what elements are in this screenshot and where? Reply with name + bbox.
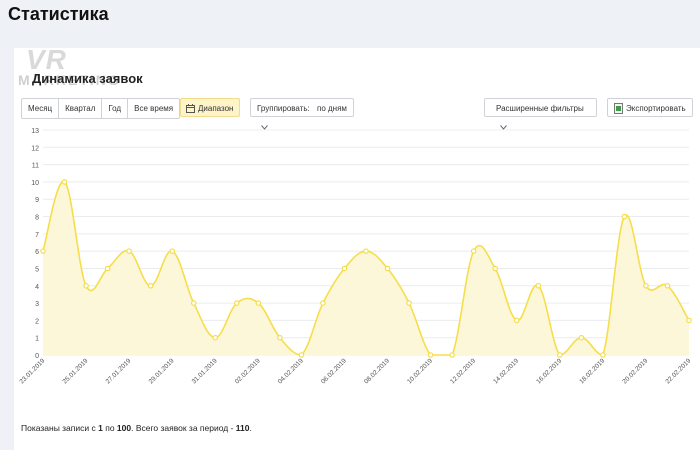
summary-suffix: . Всего заявок за период - [131,423,236,433]
summary-middle: по [102,423,117,433]
calendar-icon [186,104,195,114]
page-title: Статистика [8,4,109,24]
summary-to: 100 [116,423,132,433]
group-by-dropdown[interactable]: Группировать: по дням [250,98,354,130]
tab-month[interactable]: Месяц [22,99,60,118]
logo-marketing-text: MARKETING [18,72,121,88]
summary-end: . [249,423,252,433]
summary-prefix: Показаны записи с [21,423,99,433]
range-button[interactable]: Диапазон [180,98,240,117]
group-by-label: Группировать: [257,104,310,113]
advanced-filters-label: Расширенные фильтры [496,104,584,113]
summary-total: 110 [235,423,250,433]
records-summary: Показаны записи с 1 по 100. Всего заявок… [21,423,252,433]
range-label: Диапазон [198,104,234,113]
logo: VR MARKETING [18,44,119,96]
chevron-down-icon [261,125,268,130]
export-button[interactable]: Экспортировать [607,98,693,117]
tab-year[interactable]: Год [102,99,129,118]
tab-quarter[interactable]: Квартал [59,99,103,118]
advanced-filters-dropdown[interactable]: Расширенные фильтры [484,98,597,130]
group-by-value: по дням [317,104,347,113]
chevron-down-icon [500,125,507,130]
tab-all-time[interactable]: Все время [134,104,174,113]
period-tabs: Месяц Квартал Год Все время [21,98,181,119]
export-label: Экспортировать [626,104,686,113]
section-title: Динамика заявок [32,71,143,86]
excel-file-icon [614,103,623,115]
summary-from: 1 [98,423,103,433]
logo-vr-text: VR [26,44,67,75]
